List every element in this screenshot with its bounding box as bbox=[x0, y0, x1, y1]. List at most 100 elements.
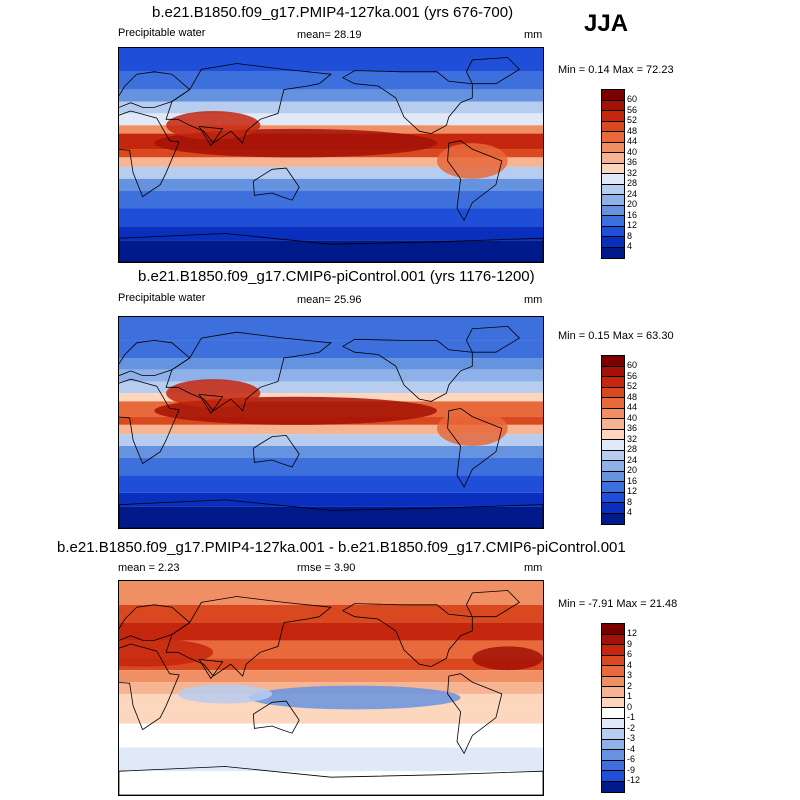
colorbar-tick-label: -3 bbox=[627, 733, 636, 743]
continent-outline-samerica bbox=[447, 140, 503, 222]
panel1-minmax: Min = 0.14 Max = 72.23 bbox=[558, 64, 674, 76]
colorbar-swatch bbox=[602, 366, 624, 377]
colorbar-swatch bbox=[602, 676, 624, 687]
colorbar-swatch bbox=[602, 216, 624, 227]
field-feature bbox=[437, 410, 508, 446]
colorbar-swatch bbox=[602, 226, 624, 237]
panel2-map bbox=[118, 316, 544, 529]
colorbar-swatch bbox=[602, 440, 624, 451]
colorbar-tick-label: 44 bbox=[627, 402, 638, 412]
season-label: JJA bbox=[584, 10, 629, 37]
colorbar-tick-label: -2 bbox=[627, 722, 636, 733]
panel1-units: mm bbox=[524, 29, 543, 41]
field-band bbox=[119, 492, 543, 507]
field-band bbox=[119, 157, 543, 167]
colorbar-swatch bbox=[602, 697, 624, 708]
continent-outline-samerica bbox=[447, 407, 503, 488]
continent-outline-antarctica bbox=[119, 766, 543, 795]
colorbar-tick-label: 20 bbox=[627, 465, 638, 475]
colorbar-swatch bbox=[602, 471, 624, 482]
colorbar-tick-label: 48 bbox=[627, 391, 638, 402]
panel3-minmax: Min = -7.91 Max = 21.48 bbox=[558, 598, 678, 610]
field-band bbox=[119, 670, 543, 683]
field-band bbox=[119, 424, 543, 435]
panel1-title: b.e21.B1850.f09_g17.PMIP4-127ka.001 (yrs… bbox=[152, 4, 514, 21]
colorbar-swatch bbox=[602, 760, 624, 771]
colorbar-tick-label: 52 bbox=[627, 381, 638, 391]
colorbar-tick-label: 44 bbox=[627, 136, 638, 146]
colorbar-swatch bbox=[602, 121, 624, 132]
panel2-mean: mean= 25.96 bbox=[297, 294, 362, 306]
panel3-rmse: rmse = 3.90 bbox=[297, 562, 356, 574]
continent-outline-antarctica bbox=[119, 499, 543, 528]
colorbar-tick-label: 9 bbox=[627, 638, 633, 649]
colorbar-swatch bbox=[602, 195, 624, 206]
field-band bbox=[119, 48, 543, 72]
colorbar-swatch bbox=[602, 237, 624, 248]
colorbar-swatch bbox=[602, 482, 624, 493]
colorbar-tick-label: 20 bbox=[627, 199, 638, 209]
colorbar-tick-label: 1 bbox=[627, 691, 633, 701]
colorbar-tick-label: 36 bbox=[627, 423, 638, 433]
field-band bbox=[119, 581, 543, 605]
panel1-mean: mean= 28.19 bbox=[297, 29, 362, 41]
map-canvas bbox=[119, 48, 543, 262]
colorbar-swatch bbox=[602, 687, 624, 698]
panel3-map bbox=[118, 580, 544, 796]
field-band bbox=[119, 71, 543, 90]
colorbar-tick-label: 8 bbox=[627, 496, 633, 507]
colorbar-tick-label: 0 bbox=[627, 701, 633, 712]
colorbar-tick-label: 60 bbox=[627, 360, 638, 370]
field-feature bbox=[248, 685, 461, 710]
colorbar-tick-label: -6 bbox=[627, 754, 636, 764]
colorbar-tick-label: 40 bbox=[627, 412, 638, 423]
continent-outline-europe bbox=[119, 71, 191, 108]
continent-outline-india bbox=[198, 126, 224, 147]
colorbar-tick-label: 32 bbox=[627, 167, 638, 178]
continent-outline-africa bbox=[119, 378, 180, 465]
colorbar-swatch bbox=[602, 645, 624, 656]
panel3-title: b.e21.B1850.f09_g17.PMIP4-127ka.001 - b.… bbox=[57, 539, 626, 556]
field-band bbox=[119, 240, 543, 262]
continent-outline-europe bbox=[119, 604, 191, 641]
field-band bbox=[119, 445, 543, 458]
colorbar-swatch bbox=[602, 624, 624, 635]
field-band bbox=[119, 166, 543, 179]
colorbar-swatch bbox=[602, 729, 624, 740]
colorbar-swatch bbox=[602, 377, 624, 388]
colorbar-tick-label: 24 bbox=[627, 188, 638, 199]
colorbar-swatch bbox=[602, 153, 624, 164]
field-band bbox=[119, 317, 543, 341]
colorbar-swatch bbox=[602, 513, 624, 524]
colorbar-swatch bbox=[602, 408, 624, 419]
colorbar-tick-label: -4 bbox=[627, 743, 636, 754]
colorbar-swatch bbox=[602, 634, 624, 645]
field-band bbox=[119, 705, 543, 724]
colorbar-swatch bbox=[602, 666, 624, 677]
panel1-map bbox=[118, 47, 544, 263]
colorbar-swatch bbox=[602, 205, 624, 216]
colorbar-swatch bbox=[602, 174, 624, 185]
field-band bbox=[119, 604, 543, 623]
colorbar-tick-label: 56 bbox=[627, 370, 638, 381]
colorbar-swatch bbox=[602, 247, 624, 258]
field-band bbox=[119, 658, 543, 671]
colorbar-swatch bbox=[602, 100, 624, 111]
colorbar-swatch bbox=[602, 708, 624, 719]
colorbar-swatch bbox=[602, 503, 624, 514]
map-canvas bbox=[119, 317, 543, 528]
field-band bbox=[119, 747, 543, 772]
panel1-colorbar bbox=[601, 89, 625, 259]
colorbar-swatch bbox=[602, 492, 624, 503]
panel3-colorbar bbox=[601, 623, 625, 793]
colorbar-tick-label: 8 bbox=[627, 230, 633, 241]
colorbar-tick-label: 4 bbox=[627, 659, 633, 670]
panel2-units: mm bbox=[524, 294, 543, 306]
continent-outline-antarctica bbox=[119, 233, 543, 262]
colorbar-swatch bbox=[602, 356, 624, 367]
colorbar-tick-label: 24 bbox=[627, 454, 638, 465]
panel2-colorbar bbox=[601, 355, 625, 525]
colorbar-tick-label: 3 bbox=[627, 670, 633, 680]
colorbar-swatch bbox=[602, 429, 624, 440]
colorbar-tick-label: 16 bbox=[627, 475, 638, 486]
